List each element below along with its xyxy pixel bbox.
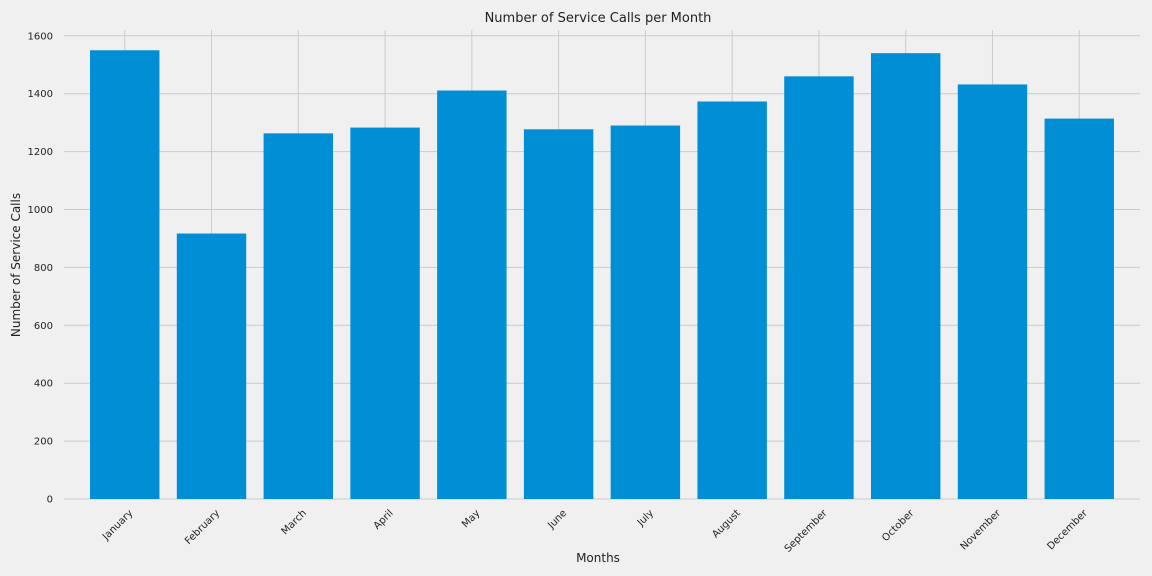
bar — [784, 76, 854, 499]
x-axis-label: Months — [576, 551, 620, 565]
bar — [90, 50, 160, 499]
y-axis-ticks: 0 200 400 600 800 1000 1200 1400 1600 — [28, 31, 53, 505]
bar — [523, 129, 594, 500]
bar — [176, 233, 247, 500]
x-tick-label: November — [959, 507, 1004, 552]
bar — [1044, 118, 1114, 499]
y-axis-label: Number of Service Calls — [9, 193, 23, 337]
x-axis-ticks: January February March April May June July Augu… — [100, 507, 1090, 554]
bar — [871, 53, 941, 499]
bar — [263, 133, 333, 499]
bar — [957, 84, 1028, 500]
x-tick-label: May — [460, 508, 482, 530]
bar — [697, 101, 767, 499]
y-tick-label: 600 — [34, 321, 53, 332]
y-tick-label: 1000 — [28, 205, 53, 216]
x-tick-label: October — [880, 507, 917, 544]
y-tick-label: 1600 — [28, 31, 53, 42]
bar — [350, 127, 420, 499]
x-tick-label: March — [280, 508, 309, 537]
x-tick-label: September — [783, 507, 830, 554]
bar — [437, 90, 507, 500]
x-tick-label: August — [710, 508, 743, 541]
x-tick-label: July — [635, 508, 656, 529]
y-tick-label: 0 — [47, 495, 53, 506]
x-tick-label: December — [1045, 507, 1090, 552]
chart-title: Number of Service Calls per Month — [485, 11, 712, 26]
x-tick-label: January — [100, 508, 135, 543]
x-tick-label: April — [372, 508, 396, 532]
x-tick-label: February — [183, 508, 222, 547]
y-tick-label: 400 — [34, 379, 53, 390]
y-tick-label: 1200 — [28, 147, 53, 158]
x-tick-label: June — [545, 508, 569, 532]
bars — [90, 50, 1114, 500]
y-tick-label: 200 — [34, 437, 53, 448]
y-tick-label: 800 — [34, 263, 53, 274]
y-tick-label: 1400 — [28, 89, 53, 100]
bar — [610, 125, 681, 499]
